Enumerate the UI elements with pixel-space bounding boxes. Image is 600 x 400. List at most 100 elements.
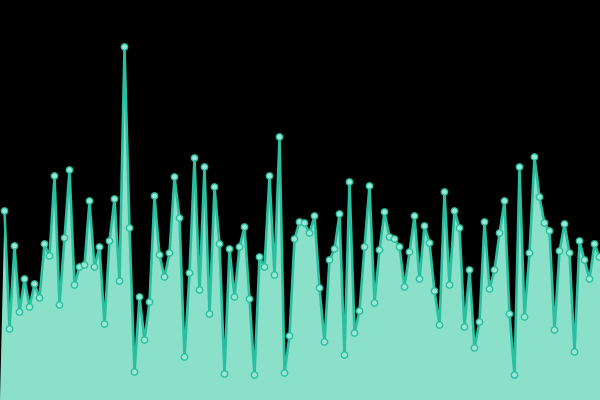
data-point-marker (435, 321, 444, 329)
data-point-marker (55, 301, 64, 309)
data-point-marker (580, 256, 589, 264)
data-point-marker (355, 307, 364, 315)
data-point-marker (35, 294, 44, 302)
data-point-marker (110, 195, 119, 203)
data-point-marker (550, 326, 559, 334)
data-point-marker (200, 163, 209, 171)
data-point-marker (400, 283, 409, 291)
data-point-marker (545, 227, 554, 235)
data-point-marker (365, 182, 374, 190)
data-point-marker (0, 207, 9, 215)
data-point-marker (375, 246, 384, 254)
data-point-marker (430, 287, 439, 295)
data-point-marker (440, 188, 449, 196)
data-point-marker (180, 353, 189, 361)
data-point-marker (480, 218, 489, 226)
data-point-marker (420, 222, 429, 230)
data-point-marker (90, 263, 99, 271)
data-point-marker (265, 172, 274, 180)
data-point-marker (45, 252, 54, 260)
data-point-marker (145, 298, 154, 306)
data-point-marker (360, 243, 369, 251)
data-point-marker (510, 371, 519, 379)
data-point-marker (175, 214, 184, 222)
data-point-marker (260, 263, 269, 271)
data-point-marker (205, 310, 214, 318)
data-point-marker (15, 308, 24, 316)
data-point-marker (195, 286, 204, 294)
data-point-marker (215, 240, 224, 248)
data-point-marker (275, 133, 284, 141)
data-point-marker (450, 207, 459, 215)
data-point-marker (185, 269, 194, 277)
data-point-marker (490, 266, 499, 274)
data-point-marker (50, 172, 59, 180)
data-point-marker (240, 223, 249, 231)
data-point-marker (280, 369, 289, 377)
data-point-marker (5, 325, 14, 333)
data-point-marker (95, 243, 104, 251)
data-point-marker (130, 368, 139, 376)
data-point-marker (595, 253, 600, 261)
data-point-marker (245, 295, 254, 303)
data-point-marker (150, 192, 159, 200)
data-point-marker (330, 245, 339, 253)
data-point-marker (120, 43, 129, 51)
data-point-marker (315, 284, 324, 292)
data-point-marker (40, 240, 49, 248)
data-point-marker (105, 237, 114, 245)
data-point-marker (235, 243, 244, 251)
data-point-marker (225, 245, 234, 253)
data-point-marker (555, 247, 564, 255)
data-point-marker (585, 275, 594, 283)
data-point-marker (395, 243, 404, 251)
data-point-marker (560, 220, 569, 228)
data-point-marker (320, 338, 329, 346)
data-point-marker (255, 253, 264, 261)
data-point-marker (565, 249, 574, 257)
data-point-marker (410, 212, 419, 220)
data-point-marker (380, 208, 389, 216)
data-point-marker (250, 371, 259, 379)
data-point-marker (345, 178, 354, 186)
data-point-marker (210, 183, 219, 191)
data-point-marker (515, 163, 524, 171)
data-point-marker (465, 266, 474, 274)
data-point-marker (590, 240, 599, 248)
data-point-marker (305, 229, 314, 237)
data-point-marker (135, 293, 144, 301)
data-point-marker (115, 277, 124, 285)
data-point-marker (290, 235, 299, 243)
data-point-marker (80, 261, 89, 269)
data-point-marker (170, 173, 179, 181)
data-point-marker (350, 329, 359, 337)
data-point-marker (470, 344, 479, 352)
data-point-marker (10, 242, 19, 250)
data-point-marker (100, 320, 109, 328)
data-point-marker (165, 249, 174, 257)
data-point-markers (0, 43, 600, 379)
data-point-marker (335, 210, 344, 218)
data-point-marker (575, 237, 584, 245)
data-point-marker (300, 219, 309, 227)
data-point-marker (155, 251, 164, 259)
data-point-marker (425, 239, 434, 247)
data-point-marker (460, 323, 469, 331)
data-point-marker (125, 224, 134, 232)
data-point-marker (65, 166, 74, 174)
data-point-marker (390, 235, 399, 243)
data-point-marker (520, 313, 529, 321)
data-point-marker (540, 219, 549, 227)
data-point-marker (525, 249, 534, 257)
data-point-marker (310, 212, 319, 220)
data-point-marker (415, 275, 424, 283)
data-point-marker (530, 153, 539, 161)
data-point-marker (495, 229, 504, 237)
data-point-marker (340, 351, 349, 359)
data-point-marker (485, 285, 494, 293)
data-point-marker (85, 197, 94, 205)
data-point-marker (405, 248, 414, 256)
data-point-marker (370, 299, 379, 307)
